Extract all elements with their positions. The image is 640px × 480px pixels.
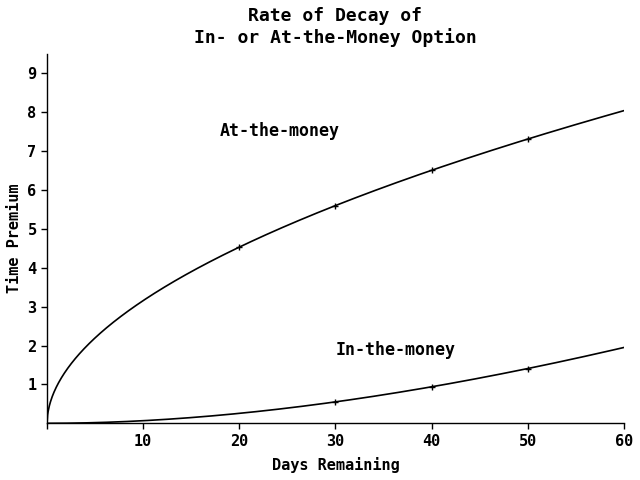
Text: In-the-money: In-the-money	[335, 341, 456, 360]
Text: At-the-money: At-the-money	[220, 121, 340, 140]
Y-axis label: Time Premium: Time Premium	[7, 184, 22, 293]
Title: Rate of Decay of
In- or At-the-Money Option: Rate of Decay of In- or At-the-Money Opt…	[194, 7, 477, 47]
X-axis label: Days Remaining: Days Remaining	[271, 457, 399, 473]
